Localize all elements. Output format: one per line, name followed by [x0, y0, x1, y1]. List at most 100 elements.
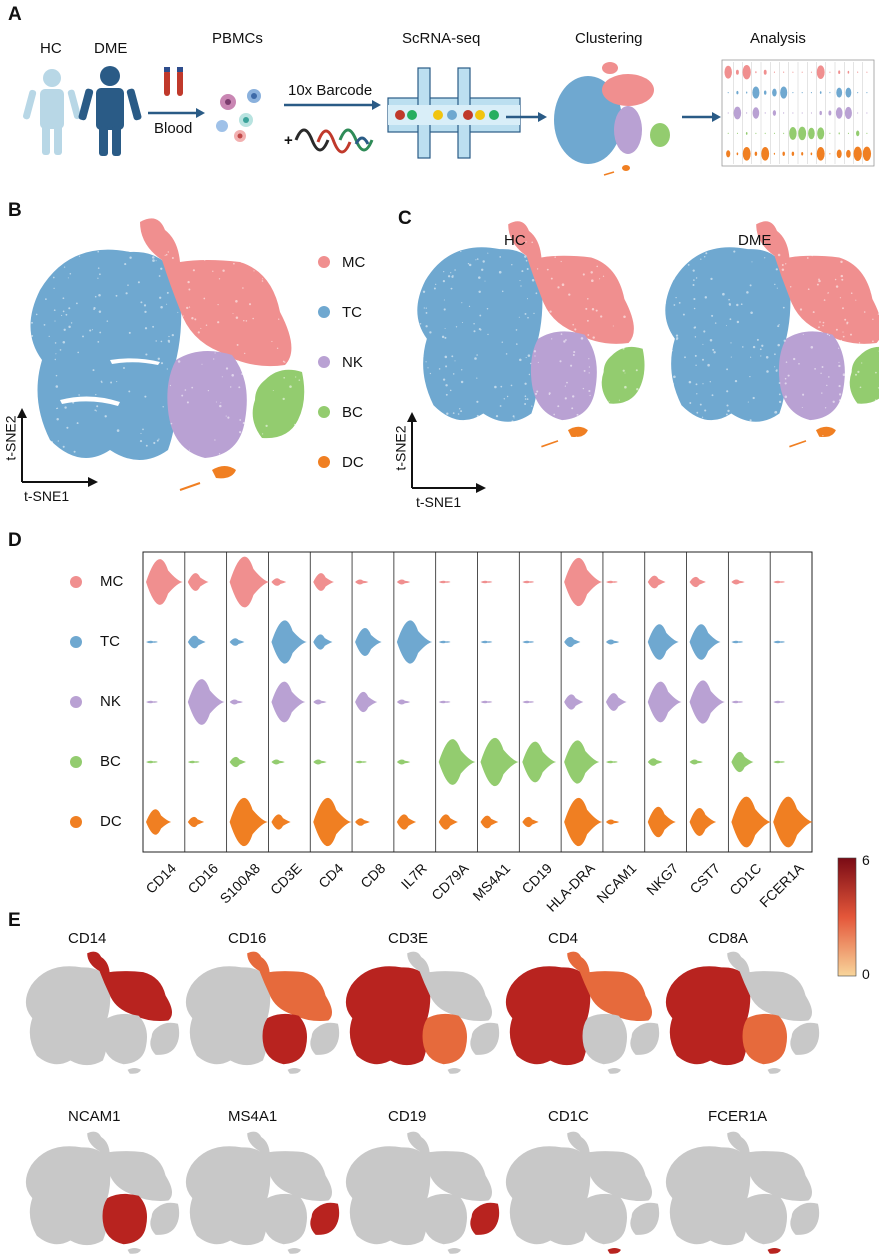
analysis-label: Analysis [750, 30, 806, 47]
violin-dc-cd16 [187, 816, 205, 828]
feature-title-ncam1: NCAM1 [68, 1108, 121, 1125]
violin-bc-hla-dra [564, 740, 600, 784]
thumb-violin [810, 71, 812, 73]
thumb-violin [801, 112, 803, 114]
thumb-violin [773, 132, 775, 134]
feature-title-fcer1a: FCER1A [708, 1108, 768, 1125]
violin-tc-cd14 [146, 640, 158, 644]
legend-dot-nk [318, 356, 330, 368]
thumb-violin [836, 87, 843, 98]
feature-cd16-mc [247, 951, 332, 1022]
feature-plot-cd8a [665, 951, 820, 1074]
violin-tc-il7r [396, 620, 433, 664]
violin-nk-cd16 [187, 679, 225, 725]
workflow-graphics [23, 59, 875, 176]
thumb-violin [783, 132, 785, 135]
thumb-violin [801, 152, 804, 156]
violin-mc-nkg7 [647, 575, 666, 589]
blood-tube-icon [164, 67, 183, 96]
colorbar-min-label: 0 [862, 966, 870, 982]
thumb-violin [829, 132, 831, 134]
violin-tc-nkg7 [647, 624, 679, 660]
violin-gene-label-ms4a1: MS4A1 [469, 860, 514, 904]
violin-tc-ncam1 [605, 639, 620, 645]
violin-mc-cst7 [689, 576, 706, 588]
violin-mc-cd4 [313, 573, 334, 591]
violin-tc-cd19 [522, 640, 535, 644]
violin-bc-ms4a1 [480, 737, 519, 787]
thumb-violin [845, 87, 852, 98]
violin-row-label-bc: BC [100, 753, 121, 770]
violin-gene-label-fcer1a: FCER1A [756, 860, 807, 911]
violin-nk-ncam1 [605, 693, 627, 711]
feature-fcer1a-tc [665, 1146, 751, 1246]
violin-mc-cd14 [146, 559, 183, 605]
violin-gene-label-cd8: CD8 [357, 860, 389, 892]
violin-bc-cd4 [313, 759, 327, 765]
violin-gene-label-cd3e: CD3E [266, 860, 305, 898]
feature-plot-cd4 [505, 951, 660, 1074]
violin-row-dot-dc [70, 816, 82, 828]
arrow-icon [506, 112, 547, 122]
thumb-violin [736, 90, 739, 95]
thumb-violin [816, 147, 825, 161]
violin-bc-il7r [396, 759, 411, 765]
violin-mc-ms4a1 [480, 580, 493, 584]
thumb-violin [746, 112, 748, 114]
feature-ms4a1-nk [262, 1193, 308, 1245]
feature-ncam1-tc [25, 1146, 111, 1246]
violin-nk-ms4a1 [480, 700, 493, 704]
legend-label-dc: DC [342, 454, 364, 471]
thumb-violin [829, 91, 831, 94]
thumb-violin [819, 110, 822, 116]
thumb-violin [856, 130, 860, 137]
violin-row-label-tc: TC [100, 633, 120, 650]
violin-nk-s100a8 [229, 699, 244, 705]
feature-cd4-nk [582, 1013, 628, 1065]
thumb-violin [819, 91, 822, 95]
analysis-thumbnail [721, 59, 875, 167]
violin-gene-label-cd14: CD14 [142, 860, 180, 897]
thumb-violin [857, 112, 859, 114]
thumb-violin [763, 90, 767, 95]
violin-tc-cd4 [313, 634, 333, 650]
violin-dc-cd14 [146, 809, 172, 835]
violin-nk-cd79a [438, 700, 451, 704]
panel-c-tsne-dme [665, 221, 879, 448]
feature-fcer1a-nk [742, 1193, 788, 1245]
thumb-violin [780, 86, 788, 99]
feature-cd4-dc [607, 1067, 621, 1074]
scrnaseq-label: ScRNA-seq [402, 30, 481, 47]
violin-nk-cd14 [146, 700, 158, 704]
thumb-violin [808, 127, 815, 140]
feature-cd1c-mc [567, 1131, 652, 1202]
arrow-icon [148, 108, 205, 118]
panel-a-letter: A [8, 4, 22, 25]
thumb-violin [847, 70, 850, 74]
tsne-cluster-dc [212, 466, 236, 479]
legend-dot-mc [318, 256, 330, 268]
violin-nk-nkg7 [647, 681, 682, 723]
legend-dot-tc [318, 306, 330, 318]
feature-plot-cd14 [25, 951, 180, 1074]
violin-nk-cd8 [355, 691, 378, 713]
feature-title-cd16: CD16 [228, 930, 267, 947]
panel-c-letter: C [398, 208, 412, 229]
legend-label-mc: MC [342, 254, 366, 271]
violin-tc-hla-dra [564, 636, 581, 648]
feature-plot-cd3e [345, 951, 500, 1074]
feature-cd3e-nk [422, 1013, 468, 1065]
feature-cd8a-tc [665, 966, 751, 1066]
thumb-violin [772, 88, 777, 97]
violin-dc-cd1c [731, 796, 772, 848]
violin-dc-cd79a [438, 814, 458, 830]
violin-nk-cd4 [313, 699, 327, 705]
thumb-violin [727, 132, 729, 134]
violin-row-label-mc: MC [100, 573, 124, 590]
legend-dot-dc [318, 456, 330, 468]
feature-cd19-bc [470, 1202, 500, 1235]
feature-title-cd8a: CD8A [708, 930, 749, 947]
feature-cd19-dc [447, 1247, 461, 1254]
thumb-violin [772, 110, 777, 116]
feature-cd14-nk [102, 1013, 148, 1065]
